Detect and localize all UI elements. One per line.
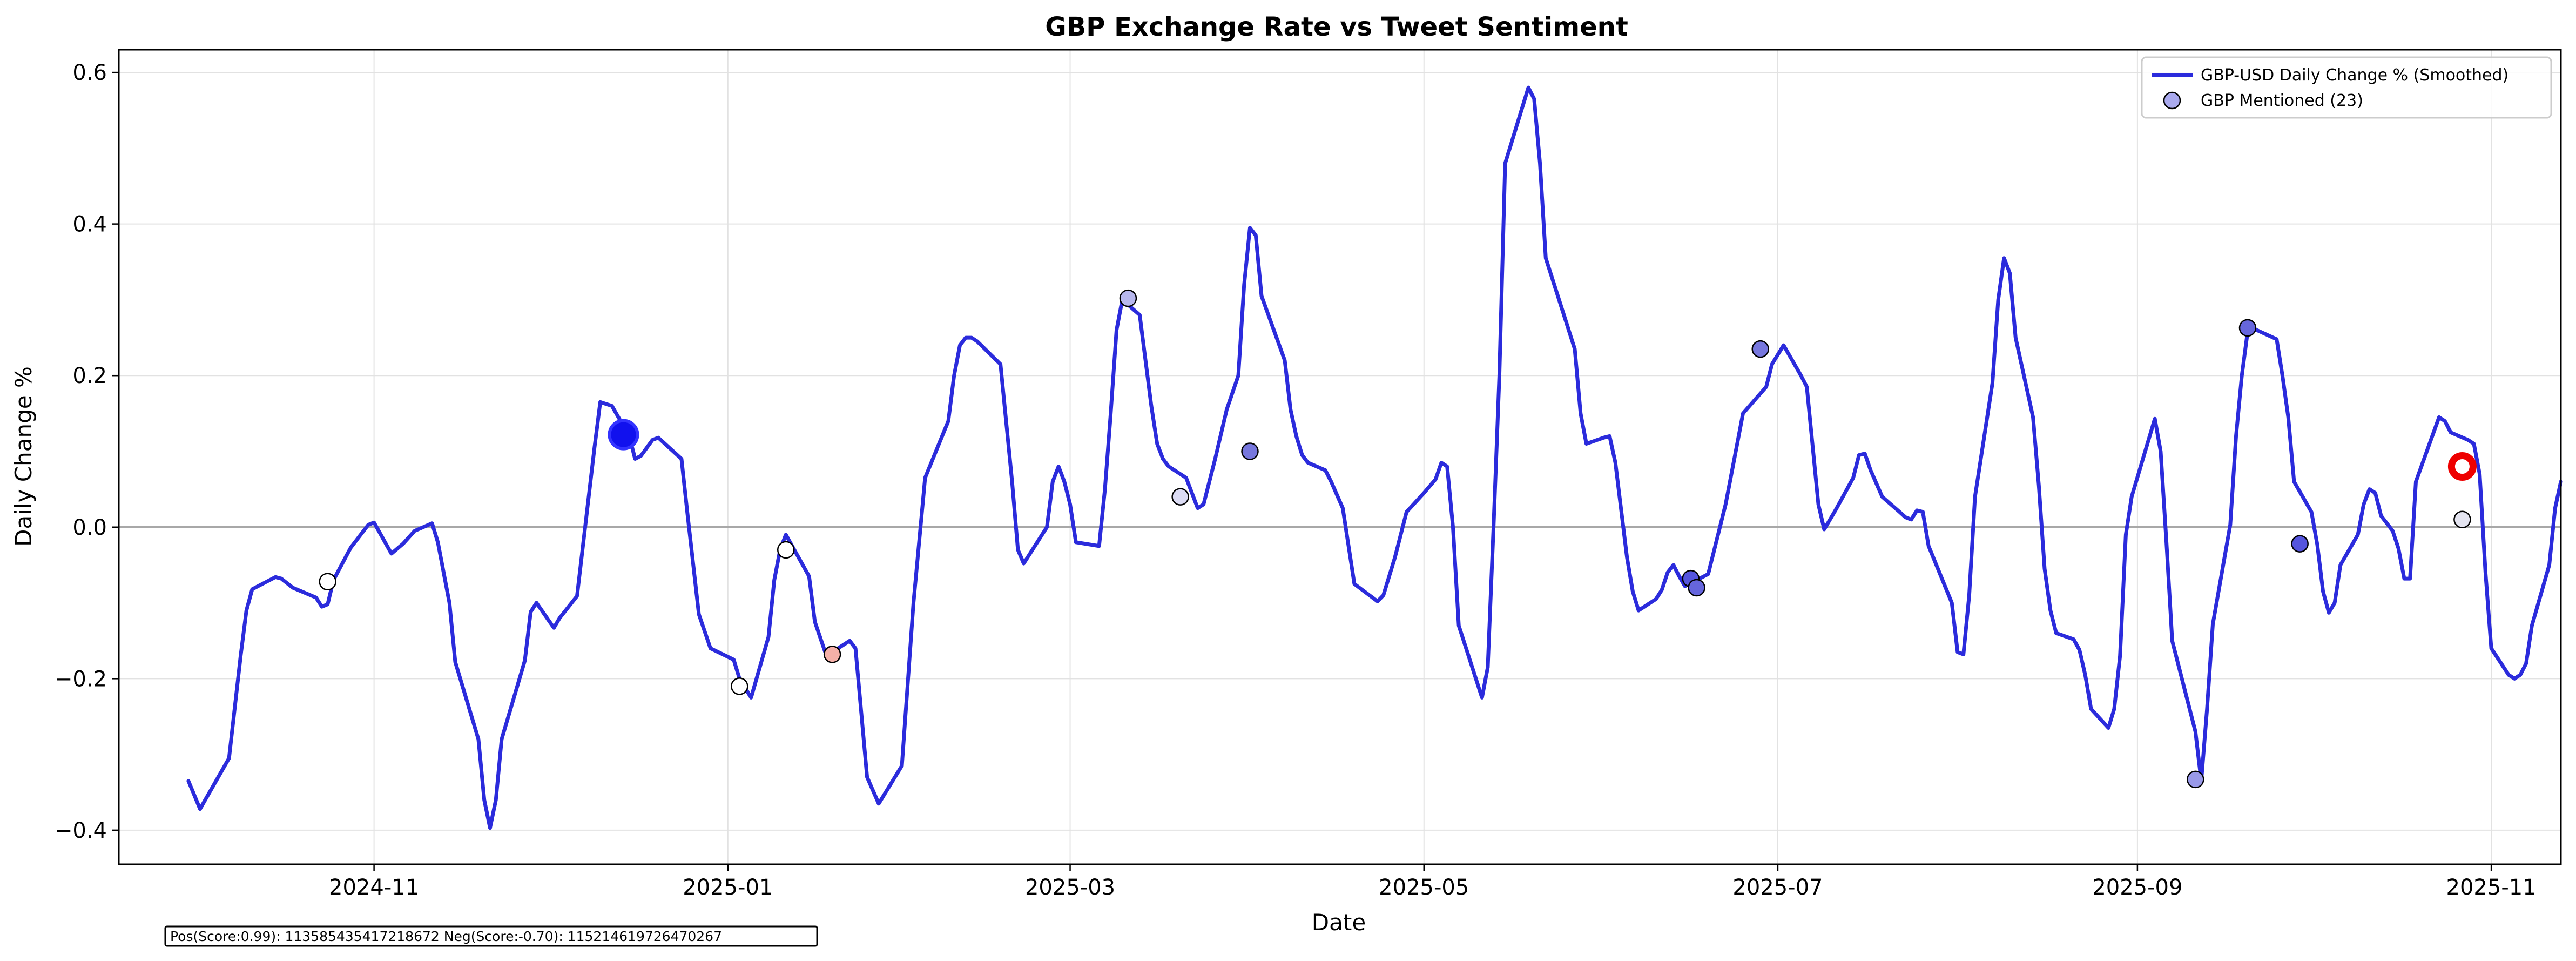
series-line bbox=[186, 85, 2563, 830]
mention-marker bbox=[1171, 488, 1189, 506]
y-axis-label: Daily Change % bbox=[10, 366, 37, 547]
mention-marker bbox=[777, 541, 795, 559]
y-tick-label: −0.2 bbox=[55, 667, 107, 691]
mention-marker bbox=[1751, 340, 1769, 358]
y-tick-label: −0.4 bbox=[55, 818, 107, 843]
mention-marker bbox=[608, 419, 639, 451]
legend-dot-swatch bbox=[2163, 91, 2181, 110]
mention-marker bbox=[1688, 579, 1705, 597]
mention-marker bbox=[731, 677, 748, 695]
legend: GBP-USD Daily Change % (Smoothed) GBP Me… bbox=[2141, 56, 2552, 119]
x-tick-label: 2025-05 bbox=[1379, 875, 1469, 900]
plot-area bbox=[186, 85, 2563, 830]
mention-marker bbox=[2447, 452, 2477, 481]
y-tick-label: 0.6 bbox=[72, 61, 107, 85]
y-tick-label: 0.0 bbox=[72, 515, 107, 540]
plot-frame bbox=[118, 49, 2562, 865]
y-tick-label: 0.2 bbox=[72, 364, 107, 388]
legend-box bbox=[2141, 56, 2552, 119]
footer-note: Pos(Score:0.99): 1135854354172186‌72 Neg… bbox=[164, 925, 818, 947]
mention-marker bbox=[1241, 442, 1259, 460]
footer-note-text: Pos(Score:0.99): 1135854354172186‌72 Neg… bbox=[170, 929, 722, 944]
x-axis-label: Date bbox=[1312, 909, 1366, 936]
chart-title: GBP Exchange Rate vs Tweet Sentiment bbox=[1045, 12, 1628, 42]
mention-marker bbox=[2291, 535, 2309, 553]
mention-marker bbox=[2453, 510, 2471, 528]
footer-box bbox=[164, 925, 818, 947]
markers bbox=[319, 289, 2477, 789]
y-tick-label: 0.4 bbox=[72, 212, 107, 237]
legend-label-series-line: GBP-USD Daily Change % (Smoothed) bbox=[2201, 66, 2508, 85]
x-axis: 2024-11 2025-01 2025-03 2025-05 2025-07 2025-… bbox=[329, 864, 2537, 900]
mention-marker bbox=[823, 646, 841, 663]
x-tick-label: 2025-09 bbox=[2092, 875, 2182, 900]
y-axis: −0.4 −0.2 0.0 0.2 0.4 0.6 bbox=[55, 61, 119, 843]
x-tick-label: 2024-11 bbox=[329, 875, 419, 900]
x-tick-label: 2025-01 bbox=[683, 875, 773, 900]
x-tick-label: 2025-07 bbox=[1732, 875, 1823, 900]
x-tick-label: 2025-11 bbox=[2446, 875, 2537, 900]
mention-marker bbox=[2187, 770, 2204, 789]
mention-marker bbox=[2238, 319, 2257, 337]
x-tick-label: 2025-03 bbox=[1025, 875, 1115, 900]
mention-marker bbox=[319, 573, 336, 591]
mention-marker bbox=[1119, 289, 1137, 307]
legend-label-mentions: GBP Mentioned (23) bbox=[2201, 91, 2363, 110]
